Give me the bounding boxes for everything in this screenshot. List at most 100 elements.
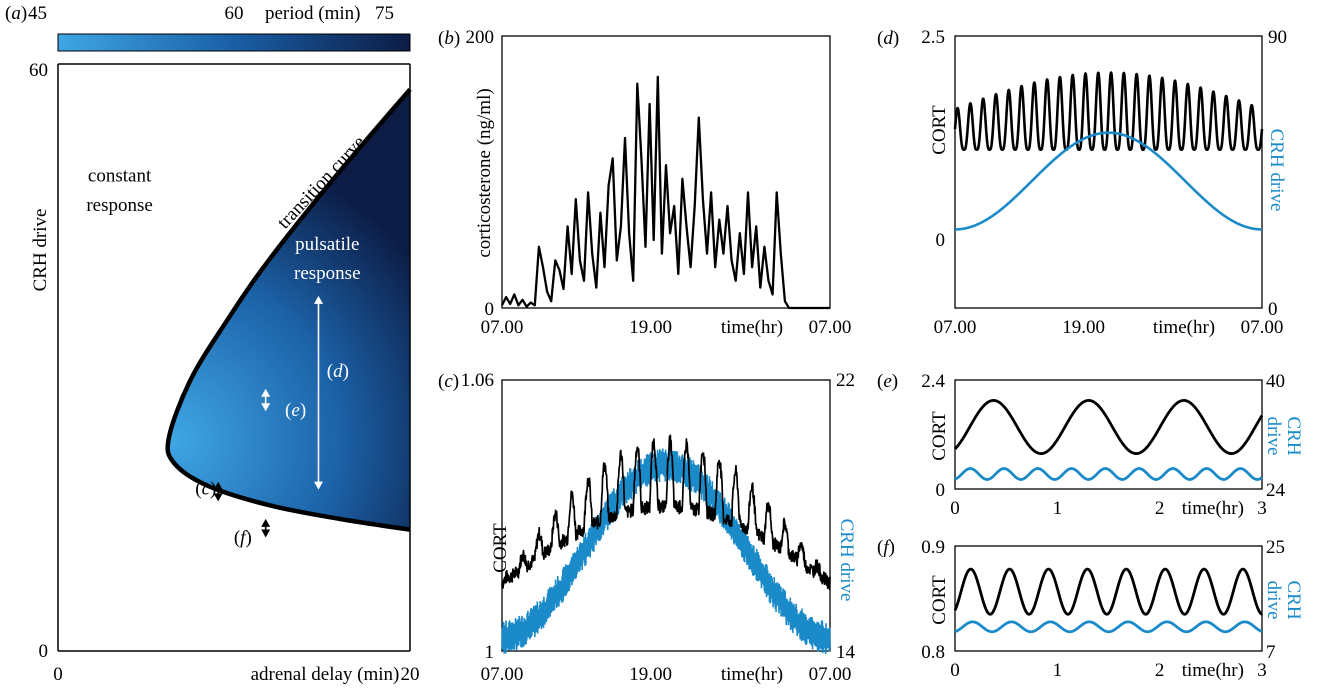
y-axis-label: corticosterone (ng/ml) (474, 88, 495, 257)
panel-c-frame (501, 379, 831, 652)
panel-f-frame (954, 545, 1263, 652)
y-axis-right-label-2: drive (1263, 416, 1284, 455)
x-tick-label: 1 (1053, 498, 1063, 519)
x-tick-label: 07.00 (809, 664, 852, 685)
x-axis-label: time(hr) (721, 317, 783, 338)
arrow (313, 295, 323, 490)
arrow (213, 481, 223, 502)
y-axis-right-label: CRH (1283, 580, 1304, 619)
annotation: (f) (234, 527, 252, 548)
panel-e-frame (954, 379, 1263, 490)
cort-series (500, 75, 830, 310)
annotation: constant (88, 165, 152, 186)
x-tick-label: 07.00 (934, 317, 977, 338)
x-tick-label: 2 (1155, 660, 1165, 681)
y-right-tick-label: 90 (1268, 27, 1287, 48)
colorbar-tick-label: 45 (28, 3, 47, 24)
x-tick-label: 19.00 (1062, 317, 1105, 338)
x-tick-label: 07.00 (481, 317, 524, 338)
panel-a-label: (a) (5, 3, 27, 24)
transition-curve (165, 87, 412, 532)
annotation: (c) (195, 478, 216, 499)
cort-series (954, 399, 1264, 455)
colorbar-tick-label: 60 (225, 3, 244, 24)
y-tick-label: 2.4 (921, 371, 945, 392)
y-right-tick-label: 7 (1266, 642, 1276, 663)
x-tick-label: 0 (53, 664, 63, 685)
arrow (261, 388, 271, 412)
y-right-tick-label: 40 (1266, 371, 1285, 392)
y-axis-right-label: CRH (1283, 416, 1304, 455)
panel-b-label: (b) (438, 28, 460, 49)
y-axis-label: CRH drive (30, 209, 51, 292)
arrows (213, 295, 323, 538)
x-tick-label: 07.00 (481, 664, 524, 685)
x-axis-label: time(hr) (1153, 317, 1215, 338)
crh-drive-series (955, 131, 1262, 231)
panel-e-label: (e) (877, 371, 898, 392)
x-tick-label: 07.00 (1241, 317, 1284, 338)
arrow (261, 518, 271, 538)
y-right-tick-label: 25 (1266, 537, 1285, 558)
panel-a-ticks: 0 20 0 60 (29, 60, 420, 685)
panel-f: (f) 0.9 0.8 25 7 0 1 2 3 CORT CRH drive time(hr… (877, 537, 1304, 681)
colorbar-label: period (min) (265, 3, 361, 24)
y-right-tick-label: 24 (1266, 480, 1286, 501)
y-axis-label: CORT (929, 105, 950, 155)
x-tick-label: 20 (401, 664, 420, 685)
colorbar-ticks: 45 60 75 (28, 3, 394, 24)
y-axis-label: CORT (490, 523, 511, 573)
y-tick-label: 0 (39, 641, 49, 662)
panel-c-label: (c) (438, 371, 459, 392)
pulsatile-region (167, 89, 410, 530)
x-tick-label: 2 (1155, 498, 1165, 519)
annotation: response (294, 263, 360, 284)
y-tick-label: 60 (29, 60, 48, 81)
cort-series (953, 567, 1263, 616)
y-tick-label: 0 (485, 299, 495, 320)
panel-a: (a) 45 60 75 period (min) 0 20 0 60 CRH drive… (5, 3, 420, 685)
y-tick-label: 2.5 (921, 27, 945, 48)
panel-f-ticks: 0.9 0.8 25 7 0 1 2 3 (921, 537, 1285, 681)
panel-d-label: (d) (877, 28, 899, 49)
annotation: response (86, 195, 152, 216)
x-tick-label: 1 (1053, 660, 1063, 681)
x-axis-label: time(hr) (1182, 498, 1244, 519)
x-axis-label: time(hr) (1182, 660, 1244, 681)
cort-series (501, 434, 831, 591)
x-axis-label: adrenal delay (min) (251, 664, 400, 685)
panel-b-frame (501, 35, 831, 309)
x-tick-label: 0 (950, 660, 960, 681)
y-tick-label: 0.9 (921, 537, 945, 558)
y-tick-label: 0 (936, 480, 946, 501)
annotation: (e) (285, 400, 306, 421)
panel-d-frame (954, 35, 1263, 309)
x-tick-label: 3 (1257, 660, 1267, 681)
annotation: (d) (327, 361, 349, 382)
y-axis-right-label: CRH drive (836, 519, 857, 602)
y-right-tick-label: 0 (1268, 299, 1278, 320)
x-tick-label: 07.00 (809, 317, 852, 338)
x-tick-label: 0 (950, 498, 960, 519)
colorbar (57, 33, 411, 52)
y-tick-label: 1 (485, 642, 495, 663)
y-tick-label: 1.06 (461, 370, 494, 391)
crh-drive-series (954, 467, 1263, 481)
y-axis-right-label: CRH drive (1266, 129, 1287, 212)
colorbar-tick-label: 75 (375, 3, 394, 24)
x-axis-label: time(hr) (721, 664, 783, 685)
x-tick-label: 3 (1257, 498, 1267, 519)
y-tick-label: 200 (466, 27, 495, 48)
y-axis-right-label-2: drive (1263, 580, 1284, 619)
panel-f-label: (f) (877, 537, 895, 558)
panel-e-ticks: 2.4 0 40 24 0 1 2 3 (921, 371, 1285, 519)
y-tick-label: 0.8 (921, 642, 945, 663)
x-tick-label: 19.00 (629, 317, 672, 338)
crh-drive-series (501, 448, 831, 655)
